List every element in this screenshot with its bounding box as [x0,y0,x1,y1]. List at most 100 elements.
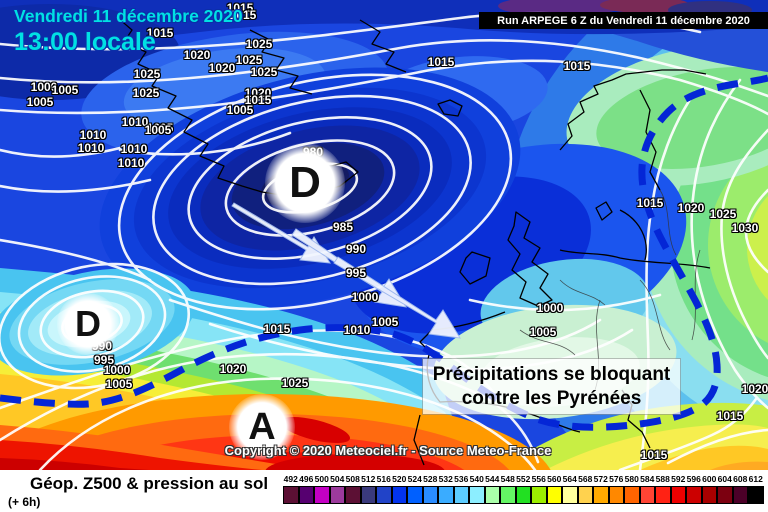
colorbar-cell [577,486,593,504]
isobar-value-label: 1015 [226,1,254,15]
colorbar-tick: 540 [469,474,484,484]
isobar-value-label: 1005 [371,315,399,329]
colorbar-cell [500,486,516,504]
colorbar-tick: 564 [562,474,577,484]
southeast-warm-bands [500,402,768,470]
isobar-value-label: 1025 [133,67,161,81]
valid-time-text: 13:00 locale [14,28,156,56]
annotation-line2: contre les Pyrénées [461,387,642,409]
colorbar-tick: 512 [361,474,376,484]
colorbar-cell [298,486,314,504]
colorbar-tick: 592 [671,474,686,484]
colorbar-cell [670,486,686,504]
legend-bar: Géop. Z500 & pression au sol (+ 6h) 492 4… [0,470,768,512]
isobar-value-label: 1015 [146,26,174,40]
colorbar-tick: 536 [454,474,469,484]
colorbar-cell [515,486,531,504]
isobar-value-label: 1010 [343,323,371,337]
colorbar-tick: 596 [686,474,701,484]
isobar-value-label: 1020 [219,362,247,376]
isobar-value-label: 1005 [105,377,133,391]
legend-title: Géop. Z500 & pression au sol [30,474,269,493]
colorbar-cell [701,486,717,504]
colorbar-cell [484,486,500,504]
isobar-value-label: 1005 [51,83,79,97]
colorbar-tick: 604 [717,474,732,484]
anticyclone-marker: A [229,394,295,460]
isobar-value-label: 1015 [427,55,455,69]
colorbar-tick: 556 [531,474,546,484]
colorbar-cell [531,486,547,504]
isobar-value-label: 1005 [529,325,557,339]
colorbar-cell [732,486,748,504]
annotation-box: Précipitations se bloquant contre les Py… [423,359,680,414]
isobar-value-label: 1030 [731,221,759,235]
isobar-value-label: 1020 [741,382,768,396]
isobar-value-label: 995 [93,353,115,367]
depression-marker: D [57,293,119,355]
colorbar-cell [391,486,407,504]
colorbar-tick: 504 [330,474,345,484]
isobar-value-label: 1020 [208,61,236,75]
front-dashed-line [0,74,768,431]
colorbar-tick: 524 [407,474,422,484]
isobar-value-label: 1010 [121,115,149,129]
isobar-value-label: 1000 [536,301,564,315]
colorbar-tick: 500 [314,474,329,484]
colorbar-tick: 516 [376,474,391,484]
colorbar-cell [376,486,392,504]
colorbar-cell [639,486,655,504]
model-run-text: Run ARPEGE 6 Z du Vendredi 11 décembre 2… [497,14,750,27]
colorbar-tick: 608 [733,474,748,484]
isobar-value-label: 1015 [263,322,291,336]
colorbar-cell [608,486,624,504]
colorbar-tick: 508 [345,474,360,484]
isobar-value-label: 1020 [677,201,705,215]
colorbar-tick: 600 [702,474,717,484]
isobar-value-label: 990 [345,242,367,256]
colorbar-tick: 584 [640,474,655,484]
isobar-value-label: 1015 [563,59,591,73]
colorbar-cell [655,486,671,504]
isobar-value-label: 995 [345,266,367,280]
colorbar-cell [422,486,438,504]
colorbar-cell [469,486,485,504]
colorbar-cell [624,486,640,504]
colorbar-cell [345,486,361,504]
valid-time-block: Vendredi 11 décembre 2020 13:00 locale [14,6,243,57]
isobar-value-label: 1025 [250,65,278,79]
colorbar-cell [717,486,733,504]
isobar-value-label: 1025 [235,53,263,67]
isobar-value-label: 1020 [183,48,211,62]
colorbar-cell [314,486,330,504]
colorbar-tick: 532 [438,474,453,484]
colorbar-cell [593,486,609,504]
colorbar-cell [562,486,578,504]
colorbar-cell [407,486,423,504]
colorbar-tick: 572 [593,474,608,484]
colorbar-tick: 548 [500,474,515,484]
isobar-value-label: 1020 [244,86,272,100]
colorbar-cell [438,486,454,504]
colorbar-cell [283,486,299,504]
colorbar-tick: 568 [578,474,593,484]
isobar-value-label: 1025 [709,207,737,221]
isobar-value-label: 1015 [716,409,744,423]
isobar-value-label: 1005 [26,95,54,109]
colorbar-cell [686,486,702,504]
depression-marker: D [265,143,345,223]
isobar-value-label: 1000 [103,363,131,377]
colorbar-tick: 612 [748,474,763,484]
isobar-value-label: 985 [332,220,354,234]
isobar-value-label: 1010 [79,128,107,142]
isobar-value-label: 1010 [77,141,105,155]
colorbar-tick: 580 [624,474,639,484]
annotation-line1: Précipitations se bloquant [432,363,671,385]
colorbar-tick: 588 [655,474,670,484]
copyright-text: Copyright © 2020 Meteociel.fr - Source M… [224,443,552,458]
colorbar-cell [360,486,376,504]
colorbar-tick: 496 [299,474,314,484]
isobar-value-label: 1000 [30,80,58,94]
colorbar-tick: 544 [485,474,500,484]
